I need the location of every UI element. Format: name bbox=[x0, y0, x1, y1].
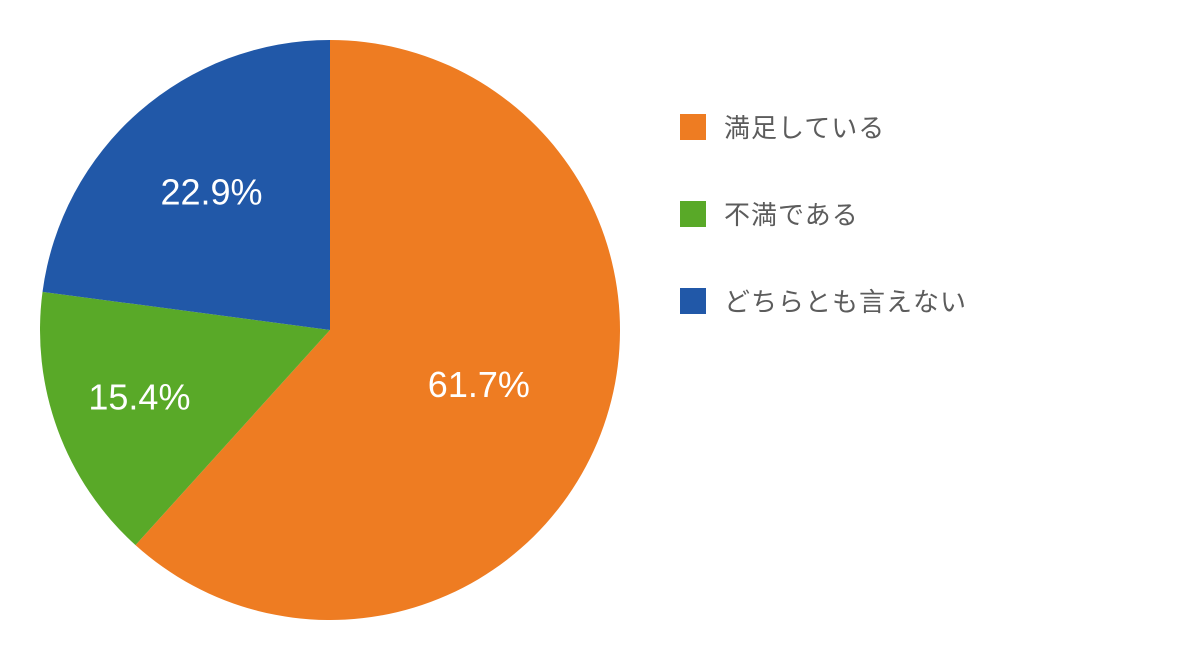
legend-label: どちらとも言えない bbox=[724, 282, 967, 319]
legend-label: 満足している bbox=[724, 108, 885, 145]
legend-item: 満足している bbox=[680, 108, 967, 145]
legend-label: 不満である bbox=[724, 195, 859, 232]
legend-item: どちらとも言えない bbox=[680, 282, 967, 319]
legend-swatch bbox=[680, 288, 706, 314]
legend-swatch bbox=[680, 114, 706, 140]
legend-item: 不満である bbox=[680, 195, 967, 232]
pie-slice-label: 15.4% bbox=[88, 376, 190, 417]
legend: 満足している 不満である どちらとも言えない bbox=[680, 108, 967, 369]
chart-container: 61.7% 15.4% 22.9% 満足している 不満である どちらとも言えない bbox=[0, 0, 1200, 658]
pie-slice-label: 22.9% bbox=[160, 171, 262, 212]
legend-swatch bbox=[680, 201, 706, 227]
pie-slice-label: 61.7% bbox=[428, 364, 530, 405]
pie-chart: 61.7% 15.4% 22.9% bbox=[40, 40, 620, 620]
